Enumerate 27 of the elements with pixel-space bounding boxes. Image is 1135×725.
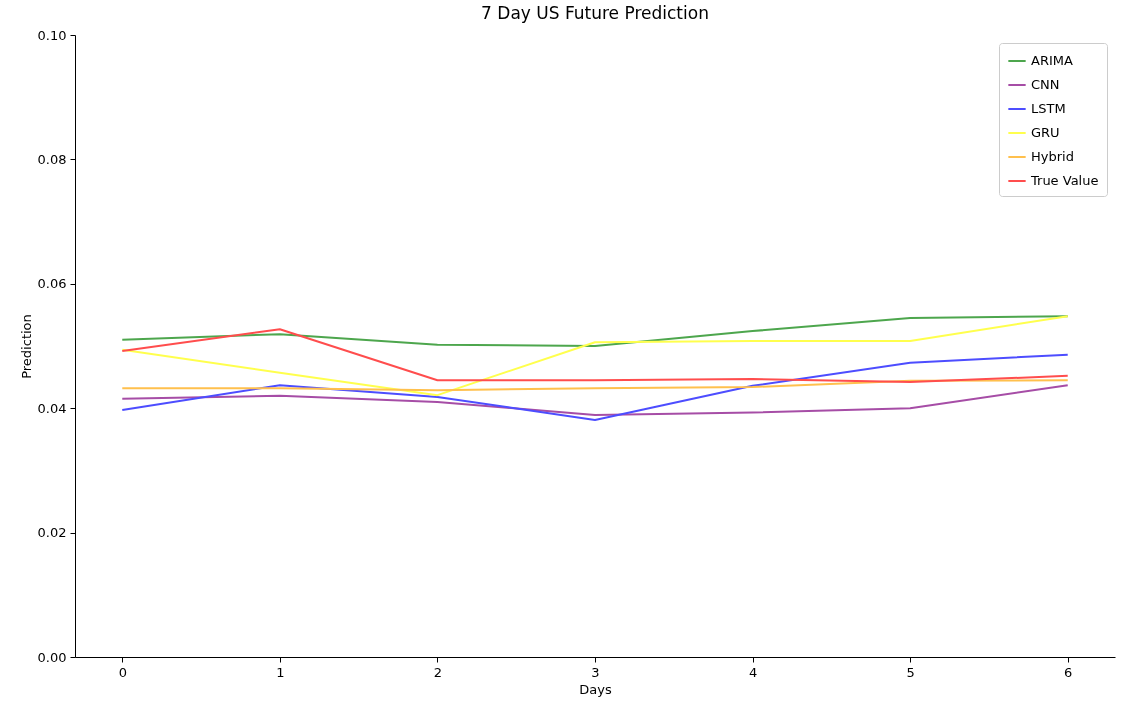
y-tick-label: 0.04 xyxy=(37,400,67,416)
y-axis-title: Prediction xyxy=(18,314,34,379)
line-series xyxy=(121,379,1069,392)
x-tick-label: 2 xyxy=(433,664,443,680)
x-tick-label: 1 xyxy=(276,664,285,680)
legend-label: True Value xyxy=(1030,173,1099,188)
y-tick-label: 0.02 xyxy=(37,525,67,541)
y-tick-label: 0.10 xyxy=(37,27,67,43)
line-series xyxy=(121,353,1069,422)
x-tick-label: 5 xyxy=(906,664,915,680)
x-tick-label: 3 xyxy=(591,664,600,680)
legend-label: ARIMA xyxy=(1031,53,1073,68)
line-series xyxy=(121,384,1069,417)
legend-label: GRU xyxy=(1031,125,1060,140)
y-tick-label: 0.08 xyxy=(37,151,67,167)
line-series xyxy=(121,328,1069,384)
legend-label: CNN xyxy=(1031,77,1060,92)
y-tick-label: 0.00 xyxy=(37,649,67,665)
chart-title: 7 Day US Future Prediction xyxy=(481,3,709,23)
legend-label: LSTM xyxy=(1031,101,1066,116)
line-series xyxy=(121,315,1069,397)
y-tick-label: 0.06 xyxy=(37,276,67,292)
x-axis-title: Days xyxy=(579,681,612,697)
x-tick-label: 6 xyxy=(1064,664,1073,680)
x-tick-label: 4 xyxy=(748,664,758,680)
legend-label: Hybrid xyxy=(1031,149,1074,164)
x-tick-label: 0 xyxy=(118,664,127,680)
